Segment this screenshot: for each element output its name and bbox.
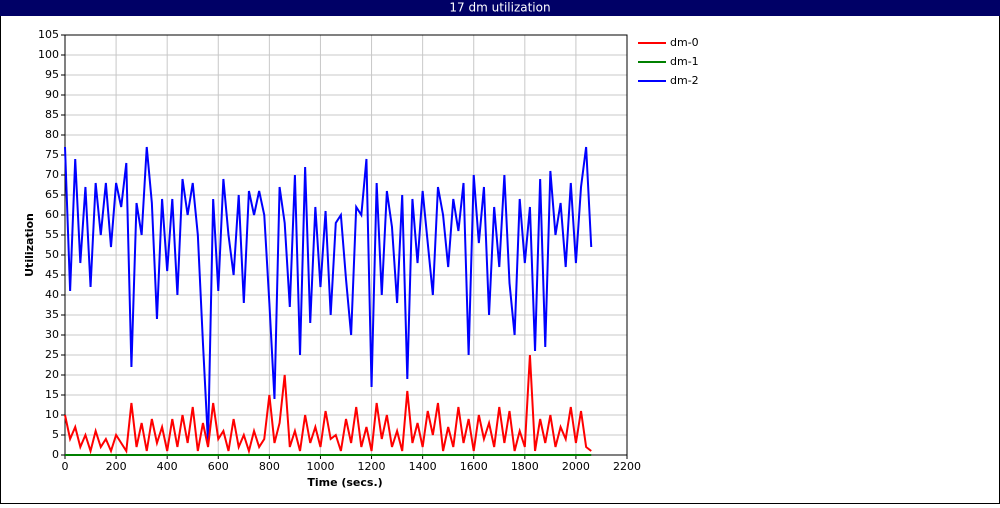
y-tick-label: 105	[38, 28, 59, 41]
series-line	[64, 146, 593, 444]
x-tick-label: 600	[208, 460, 229, 473]
x-tick-label: 0	[62, 460, 69, 473]
y-tick-label: 15	[45, 388, 59, 401]
y-tick-label: 80	[45, 128, 59, 141]
y-tick-label: 5	[52, 428, 59, 441]
x-tick-label: 1800	[511, 460, 539, 473]
x-tick-label: 1400	[409, 460, 437, 473]
y-tick-label: 50	[45, 248, 59, 261]
y-tick-label: 30	[45, 328, 59, 341]
y-tick-label: 20	[45, 368, 59, 381]
x-tick-label: 200	[106, 460, 127, 473]
x-tick-label: 400	[157, 460, 178, 473]
y-tick-label: 40	[45, 288, 59, 301]
series-line	[64, 354, 592, 455]
y-tick-label: 95	[45, 68, 59, 81]
y-tick-label: 85	[45, 108, 59, 121]
y-tick-label: 25	[45, 348, 59, 361]
legend-label: dm-0	[670, 36, 699, 49]
y-tick-label: 0	[52, 448, 59, 461]
legend-label: dm-2	[670, 74, 699, 87]
y-axis-label: Utilization	[23, 213, 36, 277]
x-axis-label: Time (secs.)	[307, 476, 382, 489]
y-tick-label: 100	[38, 48, 59, 61]
y-tick-label: 75	[45, 148, 59, 161]
title-bar	[0, 0, 1000, 16]
y-tick-label: 65	[45, 188, 59, 201]
y-tick-label: 10	[45, 408, 59, 421]
x-tick-label: 2200	[613, 460, 641, 473]
y-tick-label: 90	[45, 88, 59, 101]
x-tick-label: 2000	[562, 460, 590, 473]
x-tick-label: 1200	[358, 460, 386, 473]
x-tick-label: 800	[259, 460, 280, 473]
y-tick-label: 45	[45, 268, 59, 281]
legend-label: dm-1	[670, 55, 699, 68]
y-tick-label: 35	[45, 308, 59, 321]
y-tick-label: 55	[45, 228, 59, 241]
chart-title: 17 dm utilization	[449, 1, 550, 15]
y-tick-label: 60	[45, 208, 59, 221]
y-tick-label: 70	[45, 168, 59, 181]
x-tick-label: 1600	[460, 460, 488, 473]
x-tick-label: 1000	[306, 460, 334, 473]
